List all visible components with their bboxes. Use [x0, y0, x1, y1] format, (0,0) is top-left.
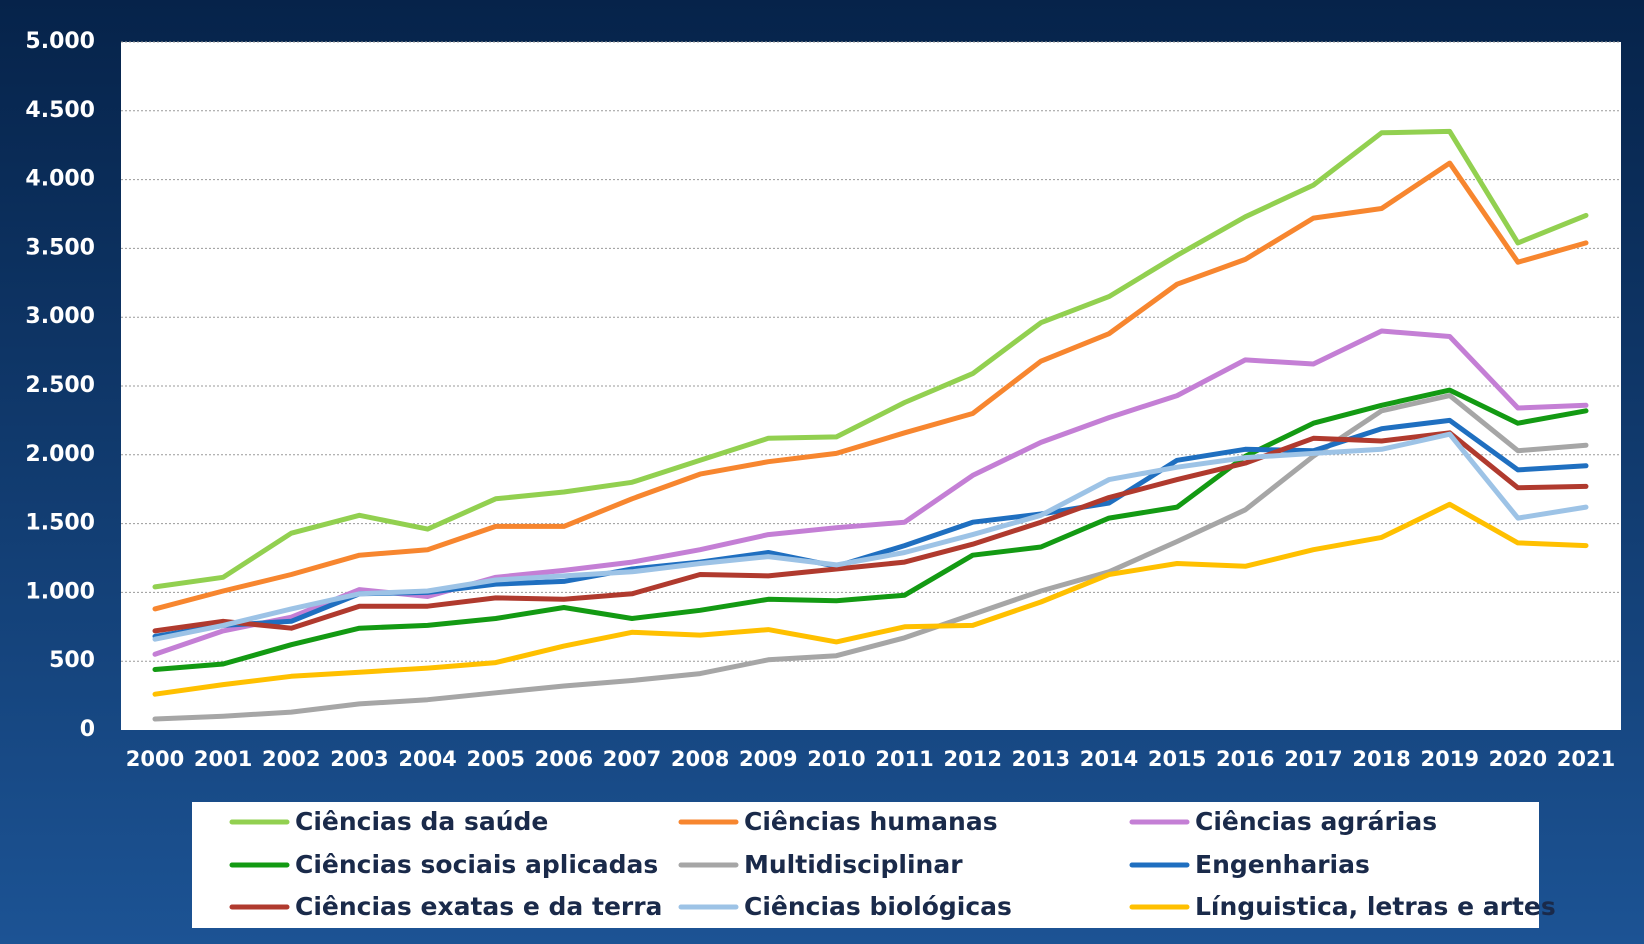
- x-tick-label: 2021: [1557, 747, 1615, 771]
- series-line: [152, 393, 1589, 722]
- legend-label: Línguistica, letras e artes: [1195, 892, 1556, 921]
- x-tick-label: 2011: [875, 747, 933, 771]
- legend-box: [192, 802, 1539, 928]
- series-line: [152, 128, 1589, 590]
- x-tick-label: 2017: [1284, 747, 1342, 771]
- x-tick-label: 2015: [1148, 747, 1206, 771]
- x-tick-label: 2004: [398, 747, 456, 771]
- y-tick-label: 4.000: [25, 167, 95, 192]
- x-tick-label: 2016: [1216, 747, 1274, 771]
- y-tick-label: 3.500: [25, 235, 95, 260]
- y-tick-label: 1.500: [25, 511, 95, 536]
- x-tick-label: 2014: [1080, 747, 1138, 771]
- legend-label: Ciências biológicas: [744, 892, 1012, 921]
- x-tick-label: 2002: [262, 747, 320, 771]
- x-tick-label: 2006: [535, 747, 593, 771]
- x-tick-label: 2003: [330, 747, 388, 771]
- series-line: [152, 501, 1589, 697]
- x-tick-label: 2009: [739, 747, 797, 771]
- x-tick-label: 2013: [1012, 747, 1070, 771]
- x-tick-label: 2010: [807, 747, 865, 771]
- y-tick-label: 1.000: [25, 579, 95, 604]
- y-tick-label: 2.500: [25, 373, 95, 398]
- legend-label: Multidisciplinar: [744, 850, 963, 879]
- x-tick-label: 2001: [194, 747, 252, 771]
- x-tick-label: 2007: [603, 747, 661, 771]
- legend-label: Engenharias: [1195, 850, 1370, 879]
- y-tick-label: 4.500: [25, 98, 95, 123]
- y-tick-label: 0: [80, 717, 95, 742]
- x-tick-label: 2018: [1352, 747, 1410, 771]
- x-tick-label: 2020: [1489, 747, 1547, 771]
- x-tick-label: 2008: [671, 747, 729, 771]
- y-tick-label: 500: [49, 648, 95, 673]
- y-tick-label: 2.000: [25, 442, 95, 467]
- x-tick-label: 2012: [943, 747, 1001, 771]
- legend-label: Ciências agrárias: [1195, 807, 1437, 836]
- y-tick-label: 3.000: [25, 304, 95, 329]
- legend-label: Ciências da saúde: [295, 807, 548, 836]
- y-tick-label: 5.000: [25, 29, 95, 54]
- series-line: [152, 431, 1589, 642]
- x-tick-label: 2000: [126, 747, 184, 771]
- series-line: [152, 387, 1589, 672]
- legend-label: Ciências exatas e da terra: [295, 892, 662, 921]
- x-tick-label: 2005: [466, 747, 524, 771]
- legend-label: Ciências sociais aplicadas: [295, 850, 658, 879]
- legend-label: Ciências humanas: [744, 807, 998, 836]
- x-tick-label: 2019: [1420, 747, 1478, 771]
- series-line: [152, 160, 1589, 612]
- series-line: [152, 430, 1589, 634]
